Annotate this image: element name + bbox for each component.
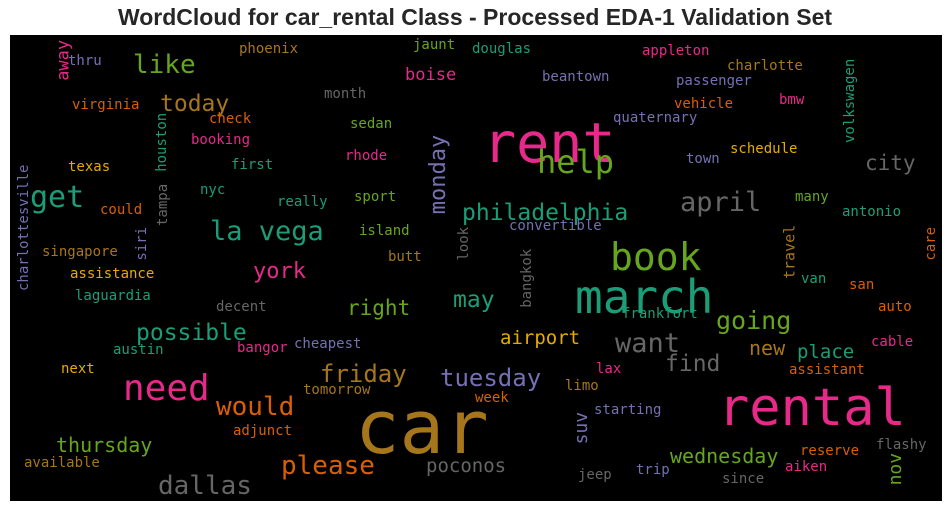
word-frankfort: frankfort (622, 306, 698, 322)
word-bmw: bmw (779, 92, 805, 108)
word-adjunct: adjunct (233, 423, 292, 439)
word-please: please (281, 451, 375, 481)
word-tomorrow: tomorrow (303, 382, 371, 398)
word-schedule: schedule (730, 141, 797, 157)
word-siri: siri (134, 227, 150, 261)
word-trip: trip (636, 462, 670, 478)
word-singapore: singapore (42, 244, 118, 260)
word-san: san (849, 277, 874, 293)
word-limo: limo (565, 378, 599, 394)
word-thursday: thursday (56, 433, 152, 457)
word-thru: thru (68, 53, 102, 69)
word-flashy: flashy (876, 437, 927, 453)
word-city: city (865, 151, 916, 175)
word-bangor: bangor (237, 340, 288, 356)
word-aiken: aiken (785, 459, 827, 475)
word-assistant: assistant (789, 362, 865, 378)
word-new: new (749, 336, 786, 360)
word-tuesday: tuesday (440, 364, 541, 392)
word-many: many (795, 189, 829, 205)
word-tampa: tampa (155, 184, 171, 226)
word-travel: travel (781, 225, 799, 279)
word-auto: auto (878, 299, 912, 315)
word-starting: starting (594, 402, 661, 418)
word-jeep: jeep (578, 467, 612, 483)
word-cable: cable (871, 334, 913, 350)
word-york: york (253, 259, 306, 284)
word-really: really (277, 194, 328, 210)
word-houston: houston (154, 113, 170, 172)
word-nov: nov (885, 453, 906, 486)
word-booking: booking (191, 132, 250, 148)
word-convertible: convertible (509, 218, 602, 234)
word-right: right (347, 296, 410, 320)
word-passenger: passenger (676, 73, 752, 89)
word-sedan: sedan (350, 116, 392, 132)
word-sport: sport (354, 189, 396, 205)
word-reserve: reserve (800, 443, 859, 459)
word-find: find (665, 351, 720, 377)
word-island: island (359, 223, 410, 239)
word-charlottesville: charlottesville (16, 165, 32, 291)
word-would: would (216, 392, 294, 422)
word-nyc: nyc (200, 182, 225, 198)
word-rental: rental (718, 378, 906, 438)
word-phoenix: phoenix (239, 41, 298, 57)
word-rhode: rhode (345, 148, 387, 164)
chart-title: WordCloud for car_rental Class - Process… (0, 4, 950, 31)
word-appleton: appleton (642, 43, 709, 59)
word-april: april (680, 187, 761, 218)
word-decent: decent (216, 299, 267, 315)
word-antonio: antonio (842, 204, 901, 220)
word-check: check (209, 111, 252, 127)
word-jaunt: jaunt (413, 37, 455, 53)
word-assistance: assistance (70, 266, 154, 282)
word-suv: suv (571, 412, 592, 445)
word-butt: butt (388, 249, 422, 265)
word-bangkok: bangkok (519, 248, 535, 308)
word-monday: monday (426, 135, 451, 214)
word-virginia: virginia (72, 97, 139, 113)
word-month: month (324, 86, 366, 102)
word-available: available (24, 455, 100, 471)
word-laguardia: laguardia (75, 288, 151, 304)
word-book: book (610, 235, 702, 279)
word-van: van (801, 271, 826, 287)
word-like: like (133, 50, 196, 80)
word-next: next (61, 361, 95, 377)
word-texas: texas (68, 159, 110, 175)
word-dallas: dallas (158, 471, 252, 501)
word-poconos: poconos (426, 455, 506, 477)
wordcloud-canvas: car rent rental march book need help get la vega… (10, 35, 942, 501)
word-place: place (797, 341, 854, 363)
word-cheapest: cheapest (294, 336, 361, 352)
word-douglas: douglas (472, 41, 531, 57)
word-help: help (537, 143, 614, 181)
word-airport: airport (500, 327, 580, 349)
word-may: may (453, 287, 495, 313)
word-charlotte: charlotte (727, 58, 803, 74)
word-austin: austin (113, 342, 164, 358)
word-boise: boise (405, 65, 456, 85)
word-wednesday: wednesday (670, 444, 778, 468)
word-care: care (923, 227, 939, 261)
word-since: since (722, 471, 764, 487)
word-volkswagen: volkswagen (842, 59, 858, 143)
word-week: week (475, 390, 509, 406)
word-look: look (456, 226, 472, 260)
word-lax: lax (596, 361, 621, 377)
word-need: need (123, 368, 210, 409)
word-could: could (100, 202, 142, 218)
word-town: town (686, 151, 720, 167)
word-beantown: beantown (542, 69, 609, 85)
word-first: first (231, 157, 273, 173)
word-going: going (716, 306, 791, 335)
word-quaternary: quaternary (613, 110, 697, 126)
word-get: get (30, 180, 84, 215)
word-la-vega: la vega (210, 216, 324, 247)
